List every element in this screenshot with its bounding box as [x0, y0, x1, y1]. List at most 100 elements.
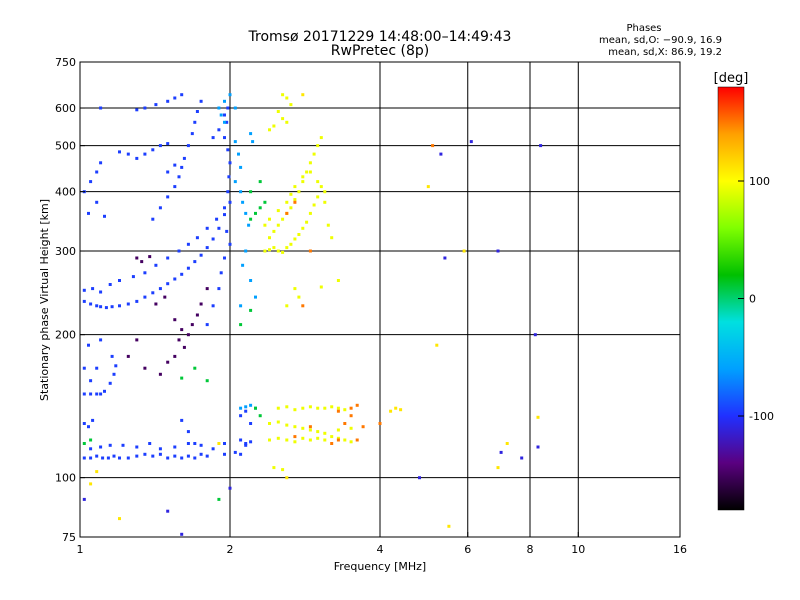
data-point: [289, 103, 293, 107]
data-point: [91, 418, 95, 422]
data-point: [87, 425, 90, 429]
data-point: [89, 482, 93, 486]
data-point: [293, 408, 297, 412]
x-tick-label: 2: [227, 543, 234, 556]
data-point: [276, 249, 280, 253]
data-point: [186, 442, 190, 445]
data-point: [536, 445, 540, 449]
data-point: [281, 217, 285, 221]
data-point: [520, 456, 524, 460]
data-point: [343, 408, 347, 412]
data-point: [239, 452, 243, 456]
data-point: [268, 422, 271, 425]
data-point: [343, 422, 347, 425]
data-point: [99, 305, 103, 309]
data-point: [143, 366, 147, 370]
data-point: [101, 456, 105, 460]
data-point: [536, 415, 540, 419]
data-point: [233, 140, 237, 144]
data-point: [223, 120, 226, 124]
data-point: [285, 304, 289, 308]
colorbar-tick-label: -100: [749, 410, 774, 423]
data-point: [135, 445, 139, 449]
data-point: [343, 438, 347, 442]
data-point: [293, 200, 297, 204]
data-point: [158, 206, 162, 210]
data-point: [118, 150, 121, 154]
data-point: [186, 266, 190, 270]
data-point: [330, 442, 334, 445]
data-point: [268, 438, 271, 442]
data-point: [121, 443, 125, 447]
data-point: [108, 283, 112, 286]
data-point: [143, 271, 147, 275]
data-point: [217, 287, 221, 291]
data-point: [82, 422, 86, 425]
data-point: [205, 454, 209, 458]
data-point: [249, 403, 253, 407]
y-axis: 75 100 200 300 400 500 600 750: [55, 56, 85, 544]
data-point: [323, 190, 327, 194]
data-point: [316, 436, 320, 440]
x-axis: 1 2 4 6 8 10 16: [77, 532, 687, 556]
data-point: [308, 161, 312, 165]
data-point: [215, 217, 219, 221]
data-point: [173, 318, 177, 322]
y-tick-label: 750: [55, 56, 76, 69]
data-point: [312, 203, 316, 207]
y-tick-label: 300: [55, 245, 76, 258]
data-point: [244, 211, 248, 215]
data-point: [110, 305, 114, 309]
data-point: [276, 436, 280, 440]
data-point: [254, 211, 257, 215]
data-point: [308, 438, 312, 442]
data-point: [323, 431, 327, 435]
data-point: [285, 405, 289, 409]
data-point: [95, 470, 99, 474]
data-points: [82, 93, 543, 536]
x-tick-label: 10: [571, 543, 585, 556]
data-point: [223, 113, 226, 117]
data-point: [239, 323, 243, 327]
data-point: [135, 338, 139, 342]
data-point: [177, 175, 181, 179]
data-point: [195, 110, 199, 113]
x-axis-label: Frequency [MHz]: [334, 560, 426, 573]
y-tick-label: 75: [62, 531, 76, 544]
data-point: [239, 406, 243, 410]
data-point: [228, 486, 232, 490]
data-point: [205, 246, 209, 250]
data-point: [154, 302, 158, 306]
data-point: [233, 450, 237, 454]
data-point: [323, 406, 327, 410]
data-point: [285, 423, 289, 427]
data-point: [131, 275, 135, 279]
data-point: [180, 93, 184, 97]
data-point: [263, 249, 267, 253]
data-point: [82, 366, 86, 370]
data-point: [205, 379, 209, 383]
data-point: [293, 440, 297, 444]
data-point: [469, 140, 473, 144]
data-point: [190, 323, 194, 327]
data-point: [247, 223, 251, 227]
data-point: [177, 249, 181, 253]
data-point: [308, 425, 312, 429]
data-point: [241, 200, 245, 204]
data-point: [108, 381, 112, 385]
colorbar-tick-label: 100: [749, 175, 770, 188]
data-point: [180, 165, 184, 169]
data-point: [223, 99, 226, 103]
data-point: [173, 454, 177, 458]
data-point: [154, 103, 158, 107]
data-point: [99, 445, 103, 449]
data-point: [99, 392, 103, 396]
data-point: [349, 406, 353, 410]
data-point: [233, 180, 237, 184]
data-point: [316, 406, 320, 410]
data-point: [99, 290, 103, 294]
data-point: [180, 272, 184, 276]
data-point: [82, 299, 86, 303]
data-point: [110, 354, 114, 358]
data-point: [297, 295, 301, 299]
